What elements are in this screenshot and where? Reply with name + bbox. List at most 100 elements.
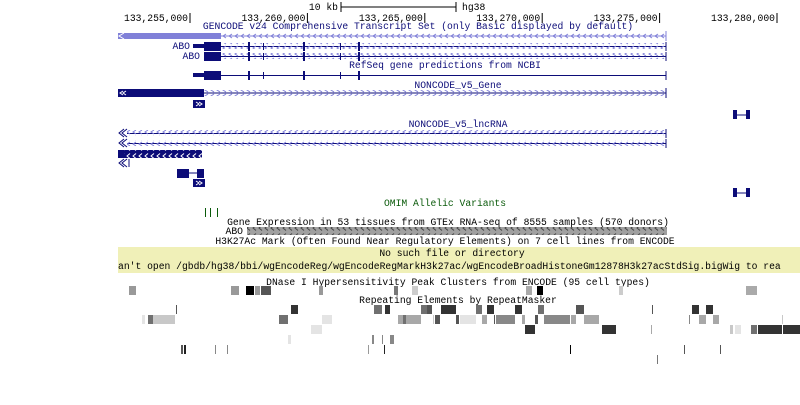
exon-block xyxy=(358,52,360,61)
repeat-element xyxy=(406,315,421,324)
exon-block xyxy=(303,52,305,61)
noncode-lncrna-track-title[interactable]: NONCODE_v5_lncRNA xyxy=(409,119,508,130)
repeat-element xyxy=(652,305,653,314)
repeat-element xyxy=(421,305,427,314)
dnase-cluster xyxy=(129,286,136,295)
repeat-element xyxy=(390,335,394,344)
exon-block xyxy=(358,71,360,80)
repeat-element xyxy=(494,315,495,324)
gencode-gene-label[interactable]: ABO xyxy=(183,51,201,62)
lncrna-feature[interactable] xyxy=(193,179,205,187)
exon-block xyxy=(303,42,305,51)
repeat-element xyxy=(322,315,332,324)
repeat-element xyxy=(374,305,382,314)
repeat-elements[interactable] xyxy=(142,305,800,364)
ruler-position-label: 133,280,000 xyxy=(711,13,775,24)
repeat-element xyxy=(602,325,616,334)
repeat-element xyxy=(758,325,782,334)
repeat-element xyxy=(372,335,374,344)
exon-block xyxy=(263,43,264,50)
dnase-cluster xyxy=(255,286,260,295)
ruler-position-label: 133,260,000 xyxy=(241,13,305,24)
refseq-transcript[interactable] xyxy=(193,71,667,80)
repeat-element xyxy=(487,305,494,314)
dnase-cluster xyxy=(246,286,254,295)
refseq-track-title[interactable]: RefSeq gene predictions from NCBI xyxy=(349,60,541,71)
repeatmasker-track-title[interactable]: Repeating Elements by RepeatMasker xyxy=(359,295,557,306)
dnase-cluster xyxy=(619,286,623,295)
noncode-gene-track-title[interactable]: NONCODE_v5_Gene xyxy=(414,80,501,91)
repeat-element xyxy=(435,315,440,324)
repeat-element xyxy=(456,315,459,324)
exon-block xyxy=(340,72,341,79)
gtex-gene-label[interactable]: ABO xyxy=(226,226,244,237)
exon-block xyxy=(248,42,250,51)
omim-track-title[interactable]: OMIM Allelic Variants xyxy=(384,198,506,209)
repeat-element xyxy=(689,315,690,324)
gtex-track-title[interactable]: Gene Expression in 53 tissues from GTEx … xyxy=(227,217,669,228)
dnase-cluster xyxy=(412,286,418,295)
dnase-cluster xyxy=(537,286,543,295)
repeat-element xyxy=(142,315,145,324)
lncrna-feature[interactable] xyxy=(118,128,667,138)
strand-arrow xyxy=(118,128,128,138)
omim-variants[interactable] xyxy=(205,208,218,217)
repeat-element xyxy=(751,325,757,334)
repeat-element xyxy=(215,345,216,354)
gencode-transcript[interactable] xyxy=(204,52,667,61)
repeat-element xyxy=(476,305,482,314)
lncrna-feature[interactable] xyxy=(118,150,202,158)
assembly-label: hg38 xyxy=(462,2,485,13)
dnase-cluster xyxy=(319,286,323,295)
exon-block xyxy=(263,53,264,60)
error-detail: an't open /gbdb/hg38/bbi/wgEncodeReg/wgE… xyxy=(118,261,781,272)
dnase-cluster xyxy=(231,286,239,295)
repeat-element xyxy=(148,315,153,324)
dnase-track-title[interactable]: DNase I Hypersensitivity Peak Clusters f… xyxy=(266,277,650,288)
repeat-element xyxy=(535,315,538,324)
lncrna-feature[interactable] xyxy=(118,158,130,168)
repeat-element xyxy=(713,315,719,324)
utr-block xyxy=(193,44,205,48)
noncode-gene-feature[interactable] xyxy=(193,100,205,108)
gencode-gene-label[interactable]: ABO xyxy=(173,41,191,52)
gencode-transcript[interactable] xyxy=(193,42,667,51)
error-message: No such file or directory xyxy=(379,248,525,259)
gencode-track-title[interactable]: GENCODE v24 Comprehensive Transcript Set… xyxy=(203,21,633,32)
lncrna-feature[interactable] xyxy=(118,138,667,148)
strand-arrows xyxy=(221,43,666,49)
repeat-element xyxy=(515,305,522,314)
utr-block xyxy=(193,73,205,77)
exon-block xyxy=(248,71,250,80)
repeat-element xyxy=(730,325,733,334)
repeat-element xyxy=(735,325,741,334)
dnase-clusters[interactable] xyxy=(129,286,757,295)
noncode-gene-feature[interactable] xyxy=(118,88,667,98)
repeat-element xyxy=(427,305,432,314)
lncrna-feature[interactable] xyxy=(177,169,204,178)
noncode-gene-feature[interactable] xyxy=(733,110,750,119)
repeat-element xyxy=(311,325,322,334)
repeat-element xyxy=(385,305,390,314)
repeat-element xyxy=(522,315,525,324)
strand-arrows xyxy=(127,130,666,136)
ruler-position-label: 133,255,000 xyxy=(124,13,188,24)
repeat-element xyxy=(692,305,699,314)
gencode-transcript-1[interactable] xyxy=(118,31,667,41)
repeat-element xyxy=(441,305,456,314)
repeat-element xyxy=(720,345,721,354)
ruler: 10 kb hg38 133,255,000 133,260,000 133,265… xyxy=(124,2,778,24)
h3k27ac-track-title[interactable]: H3K27Ac Mark (Often Found Near Regulator… xyxy=(215,236,674,247)
gtex-expression-bar[interactable] xyxy=(247,227,667,235)
lncrna-feature[interactable] xyxy=(733,188,750,197)
exon-block xyxy=(303,71,305,80)
repeat-element xyxy=(783,325,800,334)
repeat-element xyxy=(403,315,406,324)
dnase-cluster xyxy=(394,286,398,295)
ruler-position-label: 133,265,000 xyxy=(359,13,423,24)
ruler-position-label: 133,270,000 xyxy=(476,13,540,24)
repeat-element xyxy=(699,315,706,324)
exon-block xyxy=(263,72,264,79)
